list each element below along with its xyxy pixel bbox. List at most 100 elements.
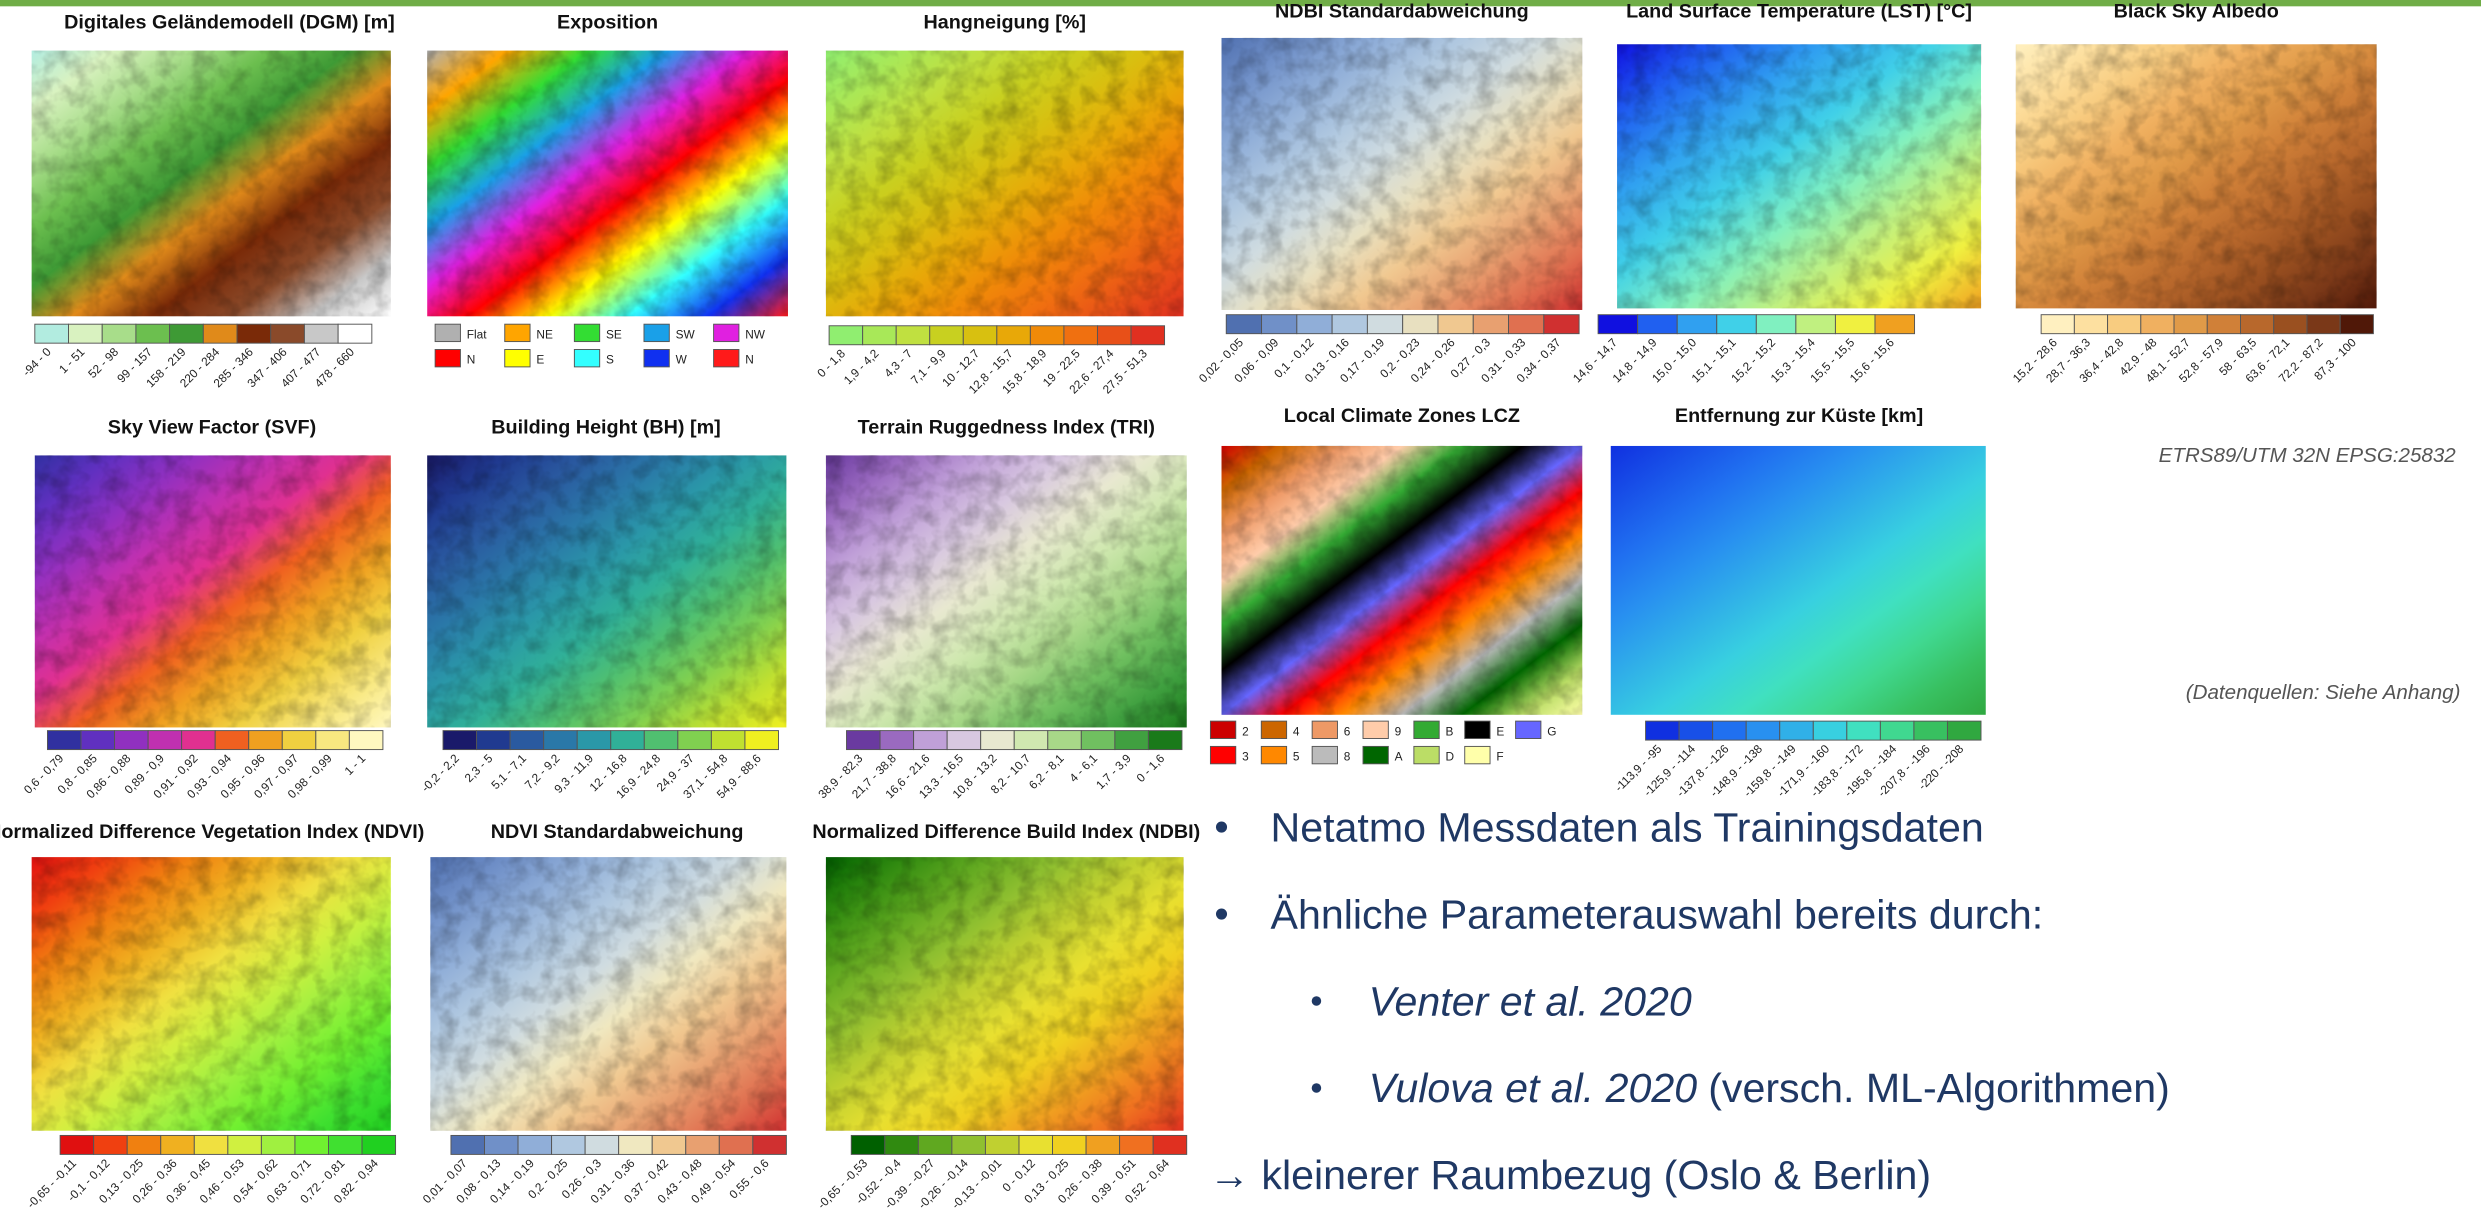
map-texture [427,51,788,317]
legend-swatch [1148,731,1182,750]
legend-swatch [851,1135,885,1154]
legend-swatch [1086,1135,1120,1154]
legend-swatch [228,1135,262,1154]
legend-swatch [1813,721,1847,740]
legend-swatch [1544,315,1579,334]
legend-swatch [1363,721,1388,738]
legend-label: W [676,353,688,367]
legend-label: S [606,353,614,367]
bullet-text: Ähnliche Parameterauswahl bereits durch: [1271,891,2044,937]
map-texture [826,857,1184,1131]
legend-swatch [1914,721,1948,740]
panel-title: Black Sky Albedo [2114,0,2279,22]
legend-swatch [505,324,530,341]
legend-swatch [1014,731,1048,750]
legend-swatch [1403,315,1438,334]
legend-label: E [1496,724,1504,738]
legend-swatch [1646,721,1680,740]
legend-swatch [1516,721,1541,738]
legend-swatch [985,1135,1019,1154]
legend-label: 5 [1293,750,1300,764]
legend-swatch [215,731,249,750]
legend-swatch [1465,721,1490,738]
legend-swatch [652,1135,686,1154]
legend-swatch [1261,721,1286,738]
map-texture [427,455,786,727]
legend-swatch [1064,326,1098,345]
citation: Vulova et al. 2020 [1369,1065,1698,1111]
panel-title: Hangneigung [%] [923,11,1086,33]
panel-title: NDBI Standardabweichung [1275,0,1529,22]
legend-swatch [577,731,611,750]
legend-swatch [585,1135,619,1154]
legend-swatch [918,1135,952,1154]
legend-swatch [451,1135,485,1154]
legend-swatch [81,731,115,750]
legend-swatch [1053,1135,1087,1154]
legend-swatch [127,1135,161,1154]
legend-swatch [1363,746,1388,763]
map-texture [35,455,391,727]
legend-swatch [644,731,678,750]
legend-swatch [94,1135,128,1154]
legend-swatch [477,731,511,750]
legend-swatch [745,731,779,750]
legend-swatch [1210,746,1235,763]
legend-label: 5,1 - 7,1 [488,751,529,792]
map-texture [430,857,786,1131]
legend-swatch [1875,315,1915,334]
legend-swatch [574,349,599,366]
legend-swatch [574,324,599,341]
top-bar [0,0,2481,6]
map-texture [1222,38,1583,310]
legend-swatch [1796,315,1836,334]
legend-swatch [316,731,350,750]
legend-label: 0 - 1,6 [1134,751,1168,785]
legend-swatch [2307,315,2340,334]
legend-swatch [2141,315,2174,334]
legend-swatch [714,349,739,366]
legend-swatch [435,324,460,341]
legend-swatch [719,1135,753,1154]
legend-label: -0,2 - 2,2 [418,751,461,794]
legend-swatch [885,1135,919,1154]
legend-swatch [349,731,383,750]
legend-swatch [644,349,669,366]
map-texture [32,51,391,317]
legend-swatch [194,1135,228,1154]
legend-swatch [863,326,897,345]
legend-swatch [1638,315,1678,334]
panel-title: Land Surface Temperature (LST) [°C] [1626,0,1972,22]
legend-swatch [435,349,460,366]
legend-label: D [1446,750,1455,764]
legend-swatch [170,324,204,343]
legend-label: 3 [1242,750,1249,764]
legend-swatch [1019,1135,1053,1154]
panel-title: Digitales Geländemodell (DGM) [m] [64,11,395,33]
legend-swatch [69,324,103,343]
legend-swatch [304,324,338,343]
legend-label: -94 - 0 [20,345,54,379]
legend-swatch [362,1135,396,1154]
legend-swatch [611,731,645,750]
legend-swatch [896,326,930,345]
legend-label: A [1395,750,1403,764]
legend-swatch [2274,315,2307,334]
legend-swatch [1262,315,1297,334]
legend-label: 1,9 - 4,2 [841,346,882,387]
legend-swatch [1131,326,1165,345]
legend-swatch [60,1135,94,1154]
legend-swatch [518,1135,552,1154]
legend-swatch [714,324,739,341]
legend-swatch [1210,721,1235,738]
legend-swatch [2174,315,2207,334]
legend-swatch [282,731,316,750]
panel-title: NDVI Standardabweichung [491,821,744,843]
legend-swatch [1048,731,1082,750]
legend-label: N [745,353,754,367]
legend-swatch [1713,721,1747,740]
legend-label: 6 [1344,724,1351,738]
legend-swatch [686,1135,720,1154]
legend-swatch [2207,315,2240,334]
legend-swatch [2240,315,2273,334]
